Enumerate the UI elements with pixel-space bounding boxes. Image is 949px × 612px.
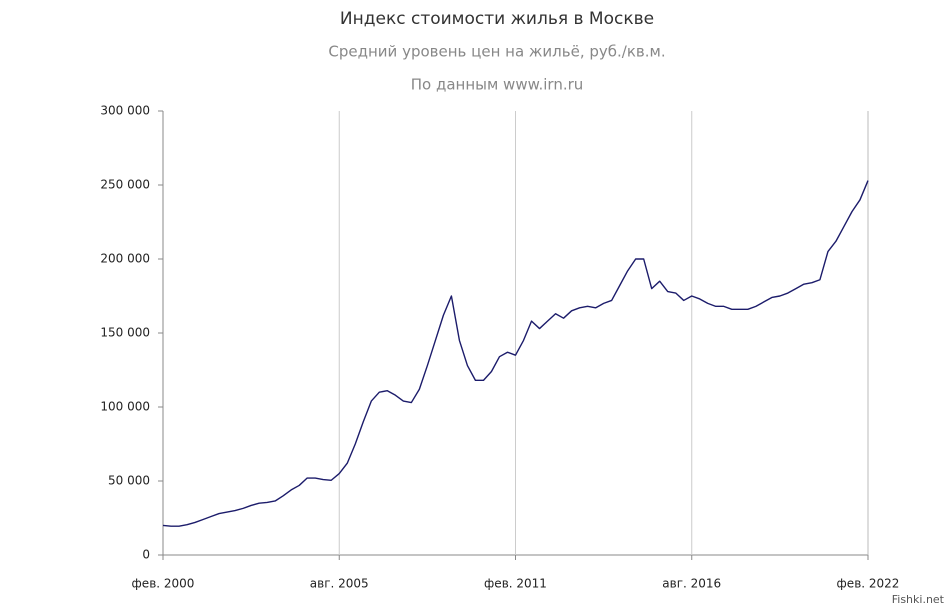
x-tick-label: авг. 2005 (310, 577, 369, 591)
price-line (162, 180, 869, 527)
chart-source: По данным www.irn.ru (411, 76, 584, 94)
x-tick-label: фев. 2022 (837, 577, 900, 591)
y-tick-label: 300 000 (100, 104, 150, 118)
watermark: Fishki.net (892, 593, 945, 606)
chart-title: Индекс стоимости жилья в Москве (340, 9, 654, 29)
y-tick-label: 100 000 (100, 400, 150, 414)
x-tick-label: авг. 2016 (662, 577, 721, 591)
y-tick-label: 200 000 (100, 252, 150, 266)
y-tick-label: 150 000 (100, 326, 150, 340)
y-tick-label: 0 (142, 548, 150, 562)
x-tick-label: фев. 2011 (484, 577, 547, 591)
chart-subtitle: Средний уровень цен на жильё, руб./кв.м. (328, 43, 665, 61)
y-tick-label: 50 000 (108, 474, 150, 488)
y-tick-label: 250 000 (100, 178, 150, 192)
x-tick-label: фев. 2000 (132, 577, 195, 591)
